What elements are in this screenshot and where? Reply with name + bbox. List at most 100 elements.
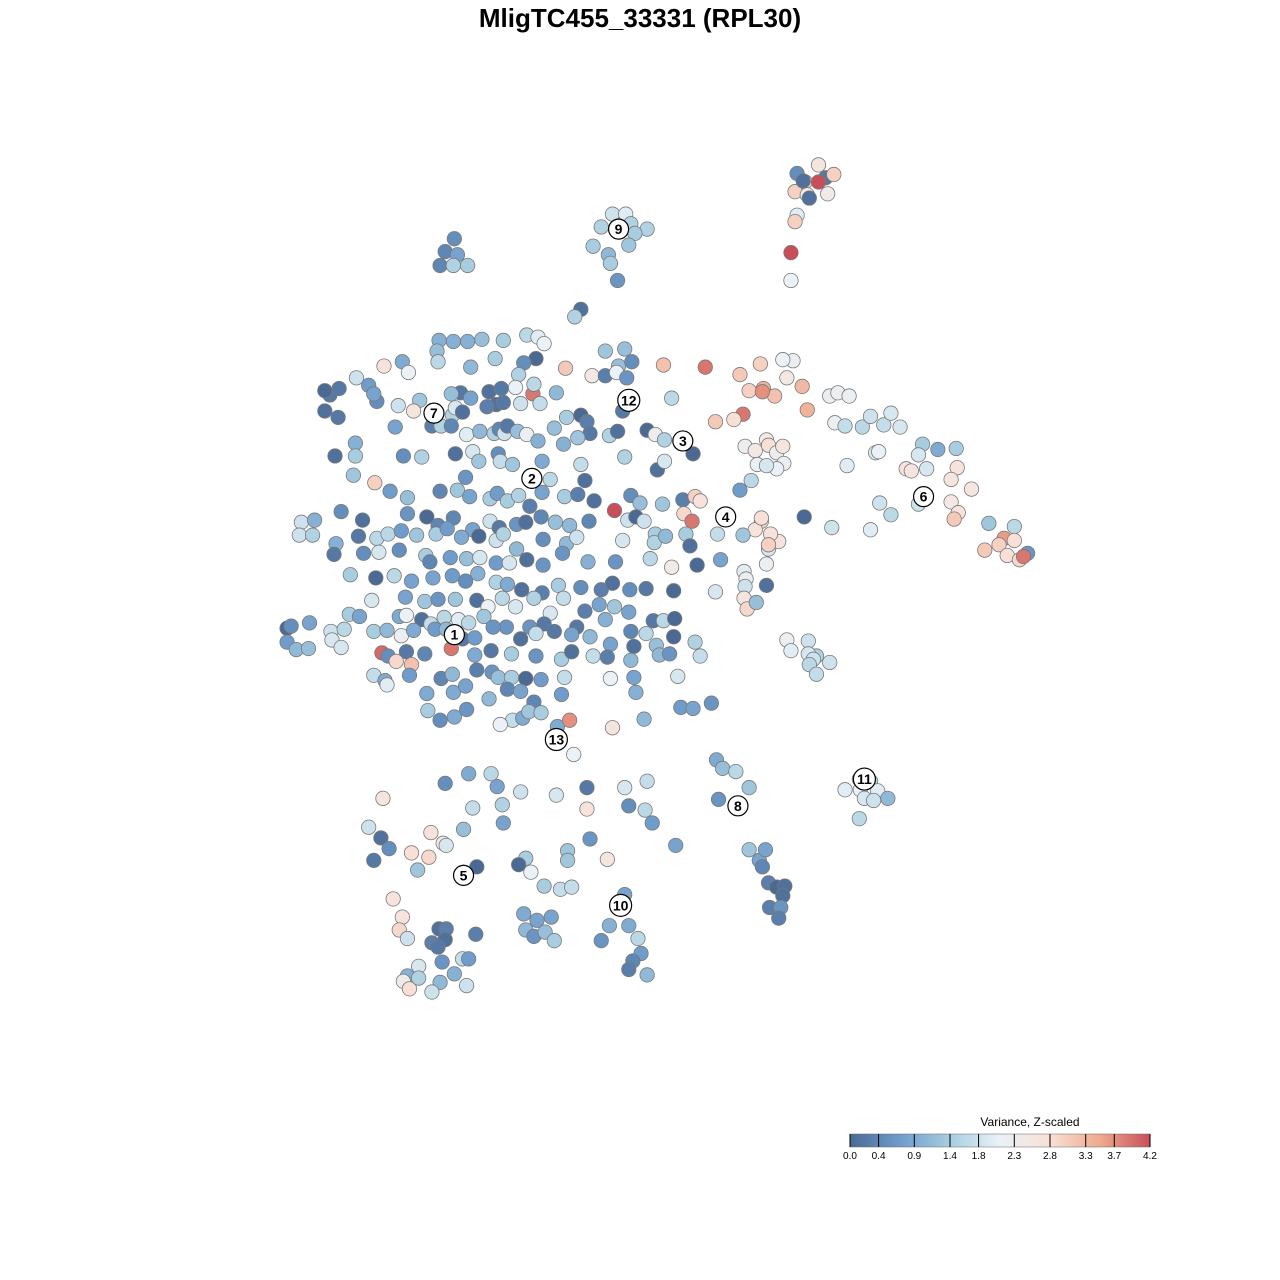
data-point	[461, 615, 477, 631]
data-point	[536, 335, 552, 352]
data-point	[394, 909, 410, 925]
data-point	[787, 214, 803, 230]
data-point	[327, 448, 343, 464]
cluster-label-text: 12	[621, 392, 637, 408]
data-point	[668, 837, 684, 854]
data-point	[463, 359, 479, 375]
data-point	[511, 367, 527, 383]
data-point	[820, 186, 836, 202]
data-point	[507, 379, 524, 396]
cluster-label-text: 10	[613, 897, 629, 913]
data-point	[943, 494, 959, 510]
data-point	[638, 625, 654, 642]
data-point	[355, 545, 372, 561]
data-point	[795, 173, 811, 189]
data-point	[556, 669, 573, 686]
data-point	[461, 766, 477, 782]
data-point	[783, 643, 799, 659]
data-point	[419, 685, 435, 702]
data-point	[398, 644, 415, 660]
cluster-label-9: 9	[607, 218, 630, 240]
data-point	[632, 495, 648, 511]
data-point	[399, 490, 416, 506]
data-point	[621, 604, 637, 620]
cluster-label-text: 6	[920, 489, 928, 505]
cluster-label-5: 5	[452, 864, 475, 886]
data-point	[760, 537, 777, 553]
data-point	[726, 411, 742, 428]
data-point	[422, 554, 438, 570]
data-point	[602, 636, 619, 652]
data-point	[949, 460, 965, 476]
data-point	[664, 390, 680, 406]
data-point	[779, 370, 795, 386]
data-point	[447, 446, 463, 462]
data-point	[481, 691, 497, 707]
data-point	[732, 367, 748, 383]
data-point	[862, 408, 879, 424]
colorbar-legend: Variance, Z-scaled 0.0 0.4 0.9 1.4 1.8 2.3 2.8…	[843, 1115, 1157, 1162]
data-point	[562, 517, 578, 534]
cluster-label-badge	[609, 893, 633, 917]
data-point	[892, 419, 908, 435]
data-point	[300, 640, 317, 657]
data-point	[333, 639, 349, 656]
data-point	[707, 414, 724, 430]
data-point	[712, 552, 729, 568]
data-point	[621, 961, 637, 978]
data-point	[577, 603, 593, 619]
cluster-label-text: 3	[679, 433, 687, 449]
data-point	[476, 608, 492, 625]
data-point	[380, 526, 396, 542]
data-point	[385, 891, 401, 907]
data-point	[472, 423, 488, 439]
data-point	[398, 607, 415, 623]
data-point	[507, 599, 524, 615]
cluster-label-badge	[452, 864, 475, 886]
data-point	[626, 638, 642, 655]
data-point	[579, 780, 595, 796]
data-point	[619, 370, 635, 386]
data-point	[582, 831, 598, 847]
data-point	[533, 671, 549, 688]
data-point	[387, 419, 403, 435]
data-point	[460, 333, 476, 350]
data-point	[796, 509, 812, 525]
data-point	[400, 364, 417, 381]
data-point	[489, 778, 505, 795]
data-point	[494, 590, 510, 606]
data-point	[528, 625, 544, 642]
data-point	[326, 546, 342, 562]
data-point	[455, 821, 472, 837]
data-point	[546, 933, 562, 949]
data-point	[438, 837, 454, 854]
data-point	[963, 481, 980, 497]
data-point	[494, 797, 510, 813]
data-point	[457, 678, 474, 694]
data-point	[457, 573, 474, 589]
data-point	[330, 409, 346, 426]
data-point	[554, 545, 571, 561]
data-point	[557, 360, 574, 376]
data-point	[503, 646, 520, 662]
data-point	[462, 488, 478, 505]
data-point	[758, 577, 775, 594]
data-point	[666, 583, 682, 599]
data-point	[801, 190, 817, 206]
data-point	[444, 666, 460, 682]
data-point	[559, 852, 576, 869]
data-point	[442, 549, 458, 566]
data-point	[465, 800, 481, 816]
data-point	[485, 619, 501, 635]
cluster-label-8: 8	[727, 795, 749, 817]
data-point	[399, 930, 416, 947]
data-point	[405, 403, 422, 419]
data-point	[883, 405, 899, 421]
data-point	[617, 449, 633, 465]
data-point	[283, 618, 299, 634]
data-point	[458, 551, 475, 567]
data-point	[570, 486, 586, 503]
cluster-label-text: 8	[734, 798, 742, 814]
cluster-label-badge	[672, 430, 694, 452]
cluster-label-badge	[521, 467, 543, 490]
